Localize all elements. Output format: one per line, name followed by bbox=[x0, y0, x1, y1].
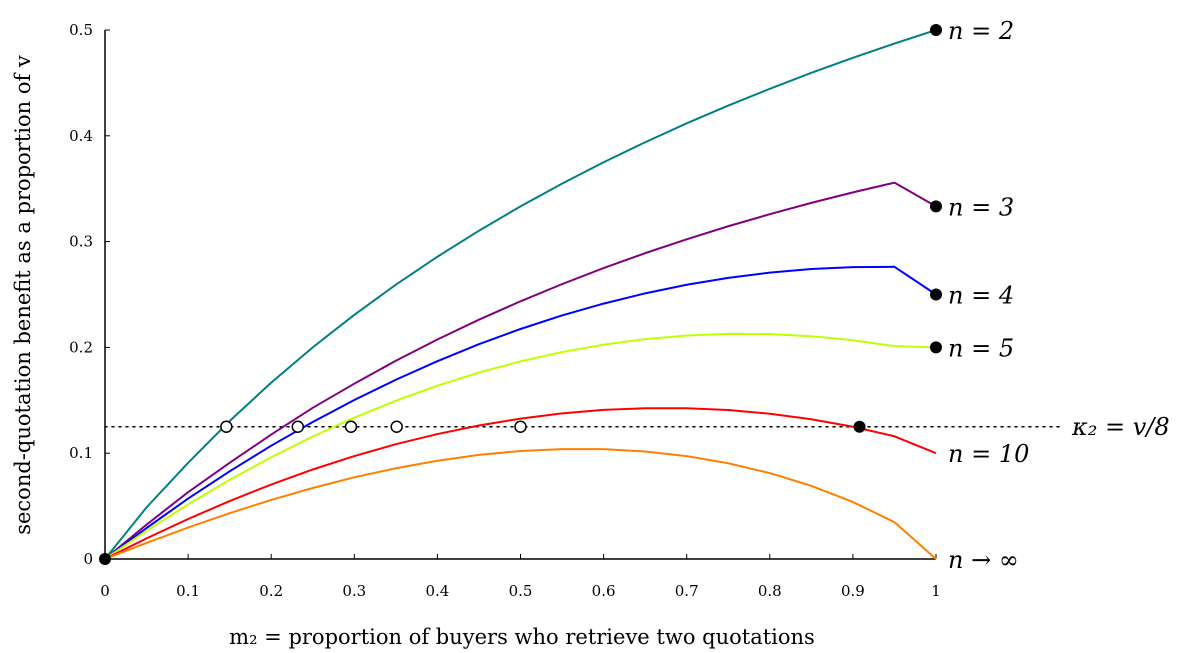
y-tick-label: 0 bbox=[83, 550, 93, 568]
open-marker bbox=[514, 420, 527, 433]
open-marker bbox=[220, 420, 233, 433]
x-tick-label: 0.5 bbox=[509, 582, 533, 600]
filled-marker bbox=[930, 341, 942, 354]
y-tick-label: 0.3 bbox=[69, 233, 93, 251]
open-marker bbox=[344, 420, 358, 433]
x-tick-label: 0.9 bbox=[841, 582, 865, 600]
y-tick-label: 0.5 bbox=[69, 21, 93, 39]
series-line-5 bbox=[104, 448, 937, 560]
filled-marker bbox=[930, 288, 942, 301]
series-label-0: n = 2 bbox=[948, 17, 1014, 45]
x-tick-label: 0.4 bbox=[425, 582, 449, 600]
x-tick-label: 0.8 bbox=[758, 582, 782, 600]
series-line-1 bbox=[104, 181, 937, 560]
series-label-2: n = 4 bbox=[948, 282, 1014, 310]
series-line-4 bbox=[104, 407, 937, 560]
x-tick-label: 0.7 bbox=[675, 582, 699, 600]
y-tick-label: 0.1 bbox=[69, 444, 93, 462]
open-marker bbox=[390, 420, 403, 433]
x-tick-label: 0.6 bbox=[592, 582, 616, 600]
filled-marker bbox=[930, 24, 942, 36]
y-tick-label: 0.4 bbox=[69, 127, 93, 145]
series-label-1: n = 3 bbox=[948, 193, 1014, 221]
series-line-0 bbox=[104, 29, 937, 560]
x-tick-label: 1 bbox=[931, 582, 941, 600]
x-tick-label: 0.1 bbox=[176, 582, 200, 600]
x-tick-label: 0.3 bbox=[342, 582, 366, 600]
ticks: 0 0.1 0.2 0.3 0.4 0.5 0.6 0.7 0.8 0.9 1 0 0.1 0.2 0.3 0… bbox=[69, 21, 941, 600]
y-axis-label: second-quotation benefit as a proportion… bbox=[11, 55, 35, 535]
series-label-5: n → ∞ bbox=[948, 546, 1019, 574]
threshold-label: κ₂ = v/8 bbox=[1071, 413, 1170, 441]
open-marker bbox=[291, 420, 305, 433]
markers bbox=[99, 24, 942, 565]
series-label-3: n = 5 bbox=[948, 334, 1014, 362]
series-line-3 bbox=[104, 332, 937, 560]
curves bbox=[104, 29, 937, 560]
x-tick-label: 0 bbox=[100, 582, 110, 600]
filled-marker bbox=[99, 553, 111, 565]
x-tick-label: 0.2 bbox=[259, 582, 283, 600]
curve-labels: n = 2 n = 3 n = 4 n = 5 n = 10 n → ∞ bbox=[948, 17, 1029, 574]
series-line-2 bbox=[104, 265, 937, 560]
y-tick-label: 0.2 bbox=[69, 338, 93, 356]
series-label-4: n = 10 bbox=[948, 440, 1029, 468]
x-axis-label: m₂ = proportion of buyers who retrieve t… bbox=[229, 625, 815, 649]
threshold-line-group: κ₂ = v/8 bbox=[104, 413, 1170, 441]
filled-marker bbox=[930, 200, 942, 213]
filled-marker bbox=[853, 420, 866, 433]
